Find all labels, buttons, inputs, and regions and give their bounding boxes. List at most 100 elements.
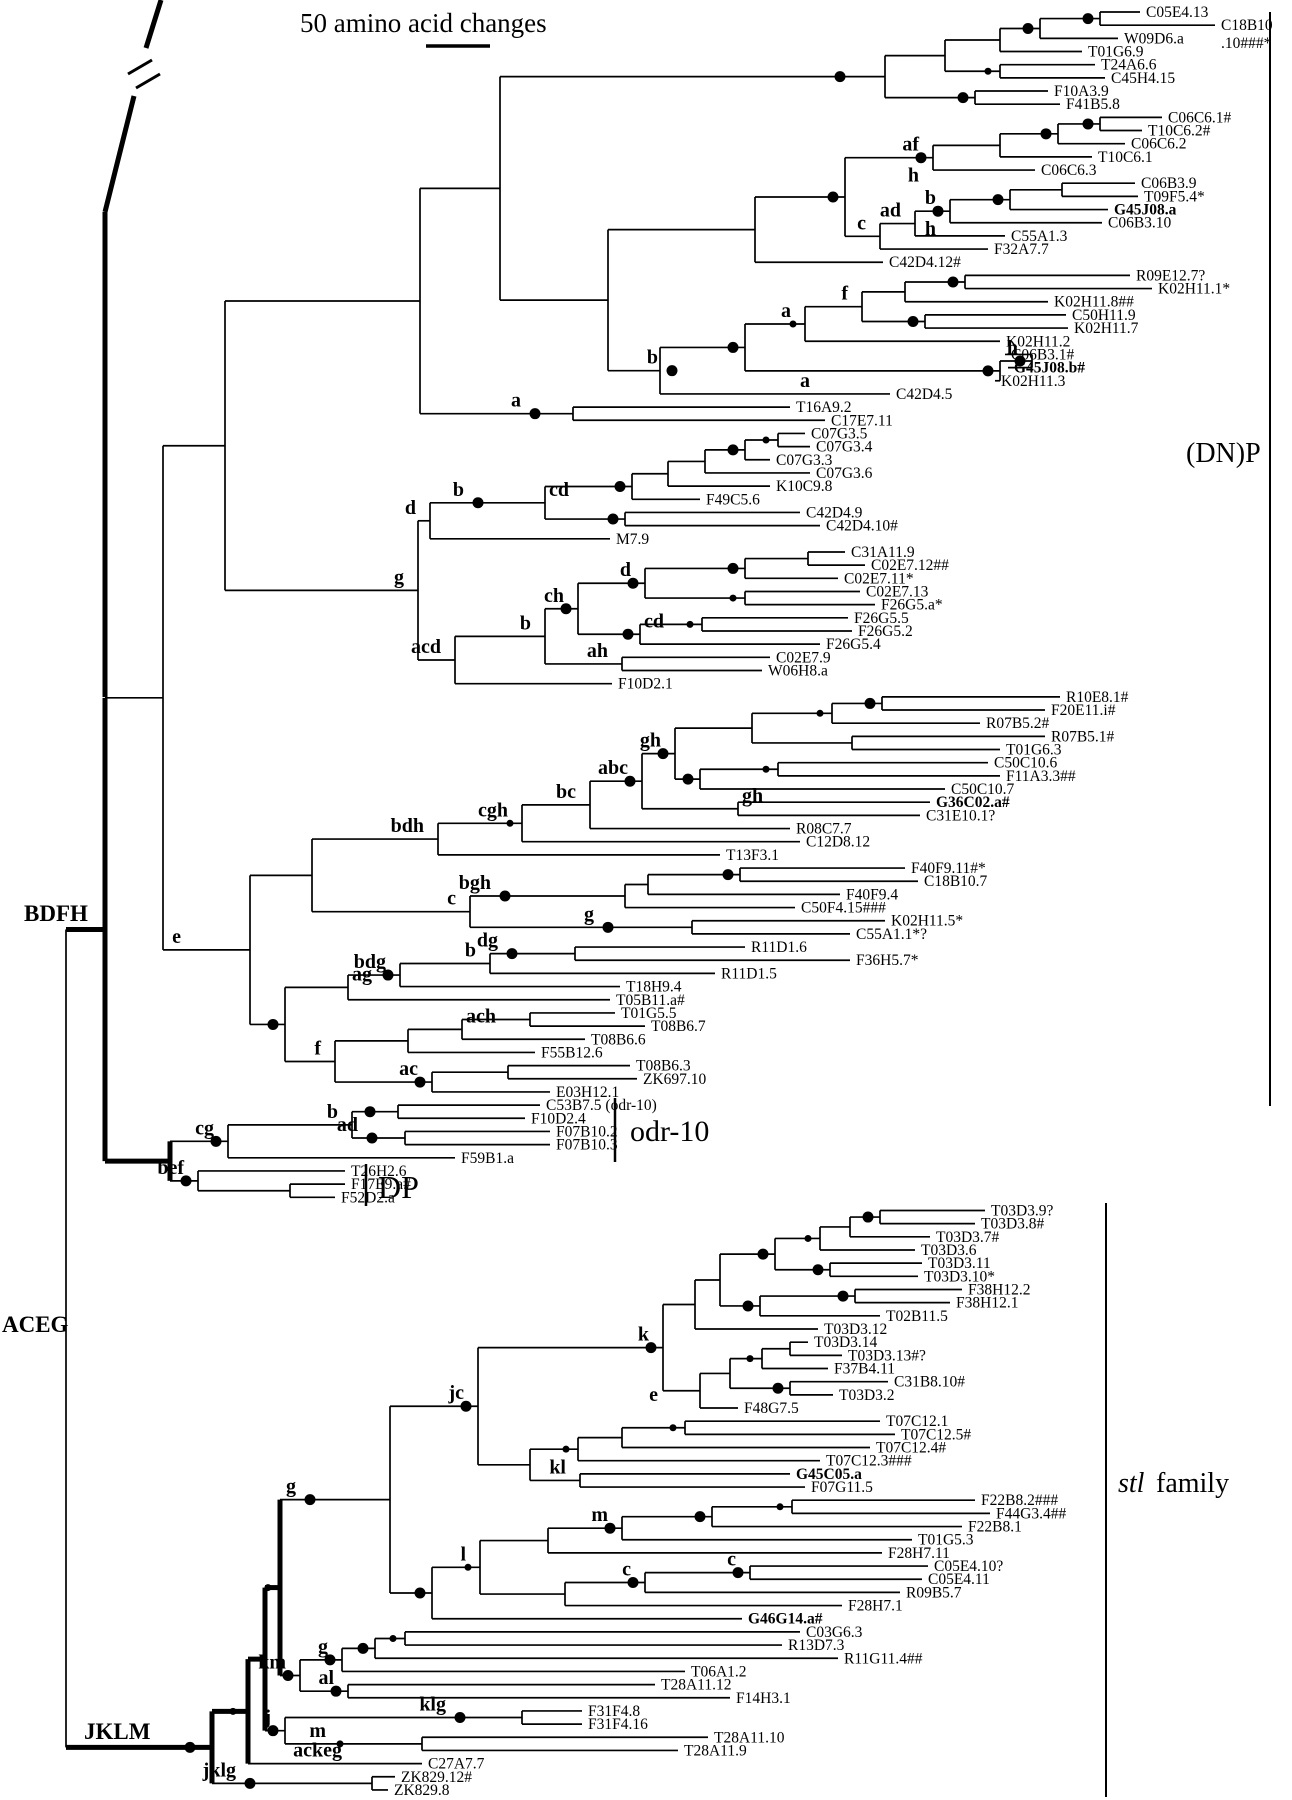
support-dot [757,1248,769,1260]
clade-label: b [465,940,476,962]
taxon-label: T28A11.12 [661,1677,731,1694]
taxon-label: C31E10.1? [926,807,995,824]
clade-label: b [647,347,658,369]
support-dot [947,276,959,288]
taxon-label: F44G3.4## [996,1505,1066,1522]
taxon-label: T07C12.5# [901,1426,971,1443]
annotation: JKLM [84,1719,151,1744]
taxon-label: C53B7.5 (odr-10) [546,1097,657,1114]
taxon-label: C18B10 [1221,17,1273,34]
taxon-label: F38H12.2 [968,1281,1030,1298]
taxon-label: F07B10.3 [556,1137,618,1154]
support-dot [382,969,394,981]
taxon-label: T08B6.3 [636,1058,691,1075]
taxon-label: F20E11.i# [1051,702,1116,719]
clade-label: cg [195,1117,214,1139]
clade-label: dg [477,930,498,952]
support-dot [827,191,839,203]
annotation: stl [1118,1468,1145,1499]
taxon-label: C12D8.12 [806,834,870,851]
clade-label: f [841,283,848,305]
taxon-label: C07G3.5 [811,425,868,442]
clade-label: b [520,612,531,634]
taxon-label: C42D4.5 [896,386,953,403]
support-dot [762,765,770,773]
taxon-label: C06B3.10 [1108,215,1172,232]
clade-label: g [318,1636,328,1658]
taxon-label: C07G3.6 [816,465,873,482]
clade-label: c [727,1549,736,1571]
taxon-label: R07B5.2# [986,715,1050,732]
support-dot [506,819,514,827]
taxon-label: T05B11.a# [616,992,685,1009]
taxon-label: G46G14.a# [748,1611,823,1628]
support-dot [812,1264,824,1276]
taxon-label: ZK829.12# [401,1769,472,1786]
support-dot [932,205,944,217]
support-dot [816,709,824,717]
taxon-label: F40F9.4 [846,886,898,903]
annotation: 50 amino acid changes [300,8,547,38]
support-dot [304,1494,316,1506]
taxon-label: T01G5.5 [621,1005,677,1022]
taxon-label: F22B8.2### [981,1492,1058,1509]
taxon-label: T03D3.10* [924,1268,995,1285]
support-dot [624,775,636,787]
taxon-label: T01G6.3 [1006,742,1062,759]
clade-label: h [908,165,919,187]
taxon-label: F36H5.7* [856,952,919,969]
support-dot [1014,355,1026,367]
taxon-label: C06C6.3 [1041,162,1097,179]
support-dot [789,320,797,328]
taxon-label: F59B1.a [461,1150,514,1167]
taxon-label: F31F4.16 [588,1716,648,1733]
support-dot [1022,22,1034,34]
support-dot [722,869,734,881]
support-dot [666,365,678,377]
support-dot [282,1670,294,1682]
clade-label: jc [447,1382,464,1404]
taxon-label: T28A11.10 [714,1729,785,1746]
branch-break-slash [127,58,153,76]
clade-label: ch [544,585,564,607]
support-dot [330,1685,342,1697]
taxon-label: R09E12.7? [1136,267,1205,284]
support-dot [184,1741,196,1753]
taxon-label: W09D6.a [1124,30,1184,47]
support-dot [210,1135,222,1147]
taxon-label: R10E8.1# [1066,689,1129,706]
taxon-label: C45H4.15 [1111,70,1175,87]
taxon-label: C06B3.1# [1011,346,1075,363]
taxon-label: T07C12.3### [826,1453,912,1470]
support-dot [772,1382,784,1394]
support-dot [694,1511,706,1523]
clade-label: c [447,888,456,910]
support-dot [682,773,694,785]
support-dot [992,194,1004,206]
clade-label: d [620,559,631,581]
clade-label: a [511,390,521,412]
taxon-label: C06C6.2 [1131,136,1187,153]
taxon-label: R13D7.3 [788,1637,845,1654]
taxon-label: F52D2.a [341,1189,395,1206]
support-dot [614,481,626,493]
support-dot [984,67,992,75]
clade-label: jklg [202,1759,236,1781]
taxon-label: C02E7.13 [866,583,929,600]
support-dot [560,603,572,615]
taxon-label: G45J08.a [1114,202,1177,219]
clade-label: g [394,566,404,588]
taxon-label: F22B8.1 [968,1519,1022,1536]
taxon-label: C05E4.10? [934,1558,1003,1575]
support-dot [627,577,639,589]
support-dot [529,408,541,420]
taxon-label: T09F5.4* [1144,188,1205,205]
support-dot [864,697,876,709]
taxon-label: T03D3.6 [921,1242,977,1259]
taxon-label: E03H12.1 [556,1084,619,1101]
taxon-label: C31B8.10# [894,1374,965,1391]
taxon-label: T03D3.13#? [848,1347,926,1364]
support-dot [460,1400,472,1412]
annotation: BDFH [24,901,88,926]
